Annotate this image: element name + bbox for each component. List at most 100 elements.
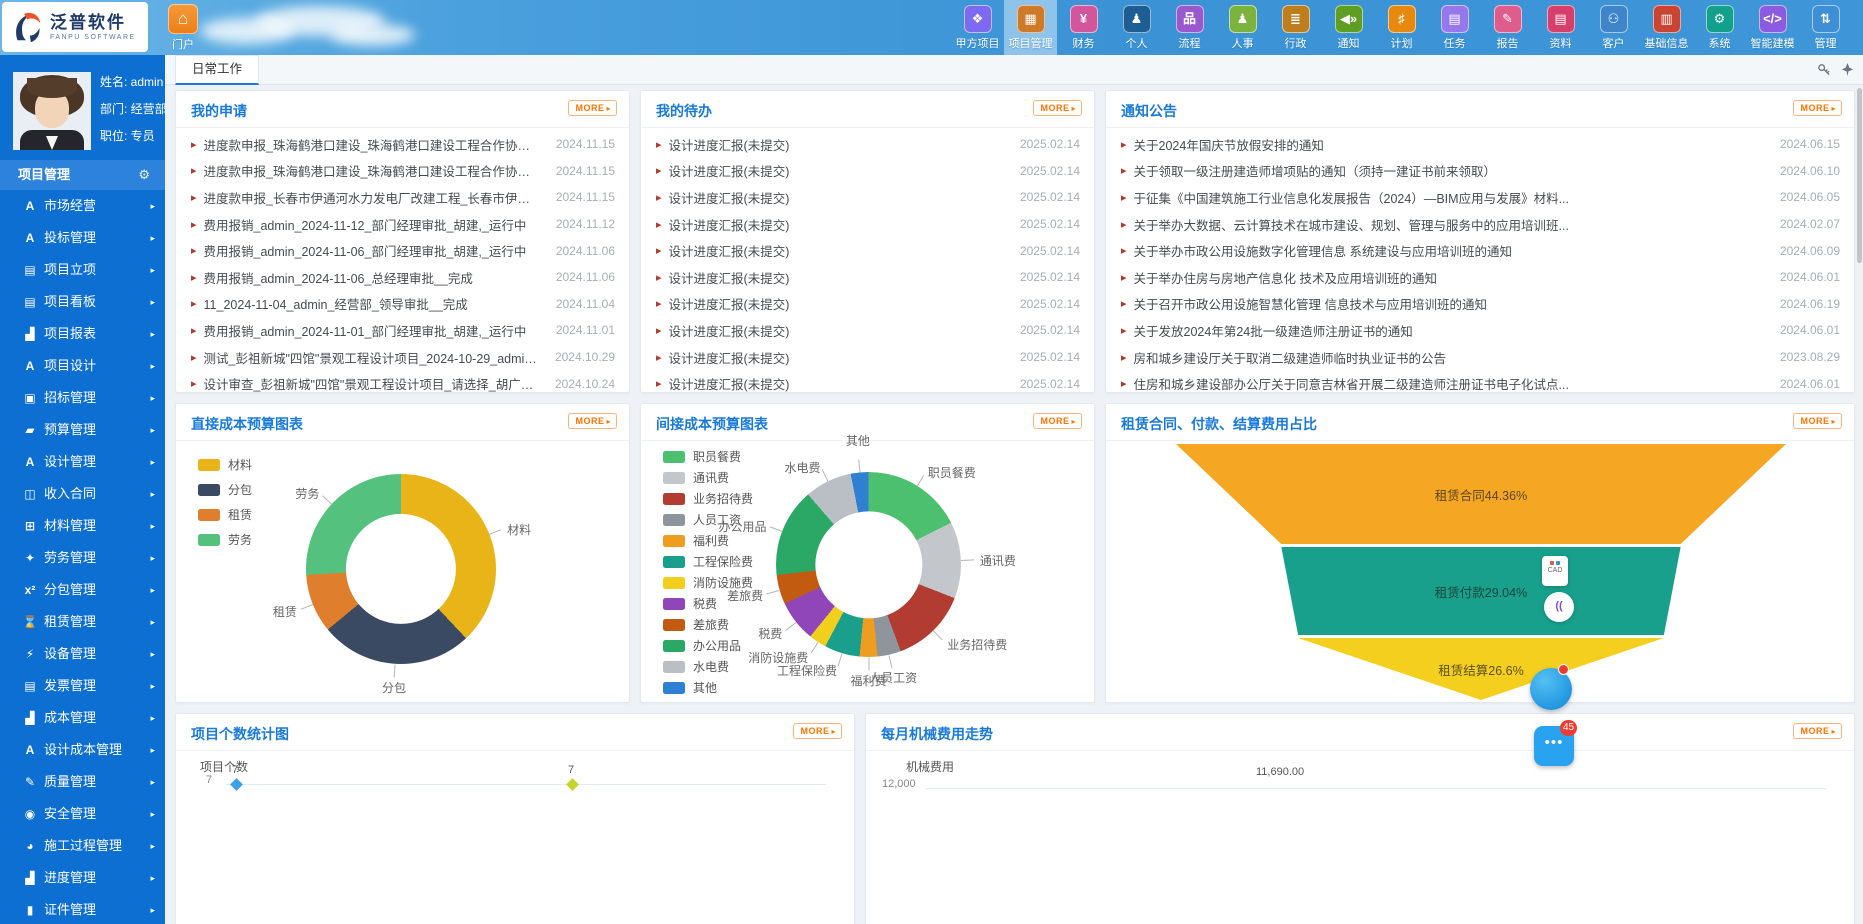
legend-item[interactable]: 水电费 [663, 656, 753, 677]
top-menu-item-人事[interactable]: ♟人事 [1216, 0, 1269, 55]
list-item[interactable]: ▸房和城乡建设厅关于取消二级建造师临时执业证书的公告2023.08.29 [1121, 344, 1840, 371]
list-item[interactable]: ▸于征集《中国建筑施工行业信息化发展报告（2024）—BIM应用与发展》材料..… [1121, 184, 1840, 211]
avatar[interactable] [13, 72, 91, 150]
list-item[interactable]: ▸设计进度汇报(未提交)2025.02.14 [656, 344, 1080, 371]
list-item[interactable]: ▸设计进度汇报(未提交)2025.02.14 [656, 264, 1080, 291]
indirect-cost-donut-chart[interactable]: 职员餐费通讯费业务招待费人员工资福利费工程保险费消防设施费税费差旅费办公用品水电… [776, 472, 961, 657]
pin-icon[interactable] [1840, 62, 1855, 77]
list-item[interactable]: ▸费用报销_admin_2024-11-12_部门经理审批_胡建,_运行中202… [191, 211, 615, 238]
assistant-widget[interactable]: (( [1544, 592, 1574, 622]
sidebar-item-收入合同[interactable]: ◫收入合同▸ [0, 478, 165, 510]
top-menu-item-报告[interactable]: ✎报告 [1481, 0, 1534, 55]
legend-item[interactable]: 租赁 [198, 502, 252, 527]
sidebar-item-项目看板[interactable]: ▤项目看板▸ [0, 286, 165, 318]
sidebar-item-材料管理[interactable]: ⊞材料管理▸ [0, 510, 165, 542]
data-point-marker[interactable] [230, 778, 243, 791]
list-item[interactable]: ▸测试_彭祖新城"四馆"景观工程设计项目_2024-10-29_admin_结束… [191, 344, 615, 371]
top-menu-item-财务[interactable]: ¥财务 [1057, 0, 1110, 55]
sidebar-item-市场经营[interactable]: A市场经营▸ [0, 190, 165, 222]
list-item[interactable]: ▸设计进度汇报(未提交)2025.02.14 [656, 370, 1080, 397]
top-menu-item-计划[interactable]: ♯计划 [1375, 0, 1428, 55]
sidebar-item-发票管理[interactable]: ▤发票管理▸ [0, 670, 165, 702]
scrollbar[interactable] [1856, 85, 1863, 924]
list-item[interactable]: ▸设计进度汇报(未提交)2025.02.14 [656, 184, 1080, 211]
more-button[interactable]: MORE [1793, 413, 1842, 429]
top-menu-item-通知[interactable]: ◀»通知 [1322, 0, 1375, 55]
top-menu-item-行政[interactable]: ≣行政 [1269, 0, 1322, 55]
more-button[interactable]: MORE [1033, 413, 1082, 429]
list-item[interactable]: ▸设计进度汇报(未提交)2025.02.14 [656, 237, 1080, 264]
key-icon[interactable] [1817, 62, 1832, 77]
list-item[interactable]: ▸费用报销_admin_2024-11-06_部门经理审批_胡建,_运行中202… [191, 237, 615, 264]
sidebar-item-安全管理[interactable]: ◉安全管理▸ [0, 798, 165, 830]
rental-funnel-chart[interactable]: 租赁合同44.36%租赁付款29.04%租赁结算26.6% [1176, 444, 1786, 700]
top-menu-item-甲方项目[interactable]: ❖甲方项目 [951, 0, 1004, 55]
funnel-stage-租赁结算[interactable]: 租赁结算26.6% [1176, 638, 1786, 700]
list-item[interactable]: ▸关于2024年国庆节放假安排的通知2024.06.15 [1121, 131, 1840, 158]
legend-item[interactable]: 业务招待费 [663, 488, 753, 509]
sidebar-item-施工过程管理[interactable]: ◕施工过程管理▸ [0, 830, 165, 862]
sidebar-item-租赁管理[interactable]: ⌛租赁管理▸ [0, 606, 165, 638]
legend-item[interactable]: 差旅费 [663, 614, 753, 635]
direct-cost-donut-chart[interactable]: 材料分包租赁劳务 [306, 474, 496, 664]
top-menu-item-流程[interactable]: 品流程 [1163, 0, 1216, 55]
sidebar-item-设计管理[interactable]: A设计管理▸ [0, 446, 165, 478]
funnel-stage-租赁合同[interactable]: 租赁合同44.36% [1176, 444, 1786, 544]
legend-item[interactable]: 其他 [663, 677, 753, 698]
list-item[interactable]: ▸住房和城乡建设部办公厅关于同意吉林省开展二级建造师注册证书电子化试点...20… [1121, 370, 1840, 397]
sidebar-item-证件管理[interactable]: ▮证件管理▸ [0, 894, 165, 924]
more-button[interactable]: MORE [1793, 100, 1842, 116]
list-item[interactable]: ▸关于召开市政公用设施智慧化管理 信息技术与应用培训班的通知2024.06.19 [1121, 291, 1840, 318]
sidebar-item-项目立项[interactable]: ▤项目立项▸ [0, 254, 165, 286]
sidebar-item-分包管理[interactable]: x²分包管理▸ [0, 574, 165, 606]
top-menu-item-项目管理[interactable]: ▦项目管理 [1004, 0, 1057, 55]
tab-daily-work[interactable]: 日常工作 [175, 55, 259, 85]
sidebar-item-质量管理[interactable]: ✎质量管理▸ [0, 766, 165, 798]
legend-item[interactable]: 工程保险费 [663, 551, 753, 572]
sidebar-item-进度管理[interactable]: ▟进度管理▸ [0, 862, 165, 894]
top-menu-item-系统[interactable]: ⚙系统 [1693, 0, 1746, 55]
sidebar-item-投标管理[interactable]: A投标管理▸ [0, 222, 165, 254]
legend-item[interactable]: 劳务 [198, 527, 252, 552]
list-item[interactable]: ▸11_2024-11-04_admin_经营部_领导审批__完成2024.11… [191, 291, 615, 318]
legend-item[interactable]: 材料 [198, 452, 252, 477]
list-item[interactable]: ▸关于举办住房与房地产信息化 技术及应用培训班的通知2024.06.01 [1121, 264, 1840, 291]
list-item[interactable]: ▸设计进度汇报(未提交)2025.02.14 [656, 131, 1080, 158]
list-item[interactable]: ▸设计进度汇报(未提交)2025.02.14 [656, 158, 1080, 185]
list-item[interactable]: ▸设计审查_彭祖新城"四馆"景观工程设计项目_请选择_胡广生_2024-10-2… [191, 370, 615, 397]
top-menu-item-基础信息[interactable]: ▥基础信息 [1640, 0, 1693, 55]
funnel-stage-租赁付款[interactable]: 租赁付款29.04% [1176, 547, 1786, 635]
list-item[interactable]: ▸费用报销_admin_2024-11-01_部门经理审批_胡建,_运行中202… [191, 317, 615, 344]
sidebar-item-项目报表[interactable]: ▟项目报表▸ [0, 318, 165, 350]
data-point-marker[interactable] [566, 778, 579, 791]
legend-item[interactable]: 职员餐费 [663, 446, 753, 467]
sidebar-item-设备管理[interactable]: ⚡设备管理▸ [0, 638, 165, 670]
list-item[interactable]: ▸进度款申报_珠海鹤港口建设_珠海鹤港口建设工程合作协议书_admin_...2… [191, 158, 615, 185]
sidebar-item-劳务管理[interactable]: ✦劳务管理▸ [0, 542, 165, 574]
list-item[interactable]: ▸设计进度汇报(未提交)2025.02.14 [656, 291, 1080, 318]
list-item[interactable]: ▸费用报销_admin_2024-11-06_总经理审批__完成2024.11.… [191, 264, 615, 291]
list-item[interactable]: ▸设计进度汇报(未提交)2025.02.14 [656, 317, 1080, 344]
sidebar-item-项目设计[interactable]: A项目设计▸ [0, 350, 165, 382]
more-button[interactable]: MORE [568, 100, 617, 116]
legend-item[interactable]: 通讯费 [663, 467, 753, 488]
top-menu-item-管理[interactable]: ⇅管理 [1799, 0, 1852, 55]
top-menu-item-客户[interactable]: ⚇客户 [1587, 0, 1640, 55]
more-button[interactable]: MORE [1033, 100, 1082, 116]
more-button[interactable]: MORE [793, 723, 842, 739]
list-item[interactable]: ▸关于领取一级注册建造师增项贴的通知（须持一建证书前来领取）2024.06.10 [1121, 158, 1840, 185]
top-menu-item-个人[interactable]: ♟个人 [1110, 0, 1163, 55]
sidebar-section-project-mgmt[interactable]: 项目管理 ⚙ [0, 160, 165, 190]
sidebar-item-设计成本管理[interactable]: A设计成本管理▸ [0, 734, 165, 766]
list-item[interactable]: ▸关于发放2024年第24批一级建造师注册证书的通知2024.06.01 [1121, 317, 1840, 344]
legend-item[interactable]: 分包 [198, 477, 252, 502]
more-button[interactable]: MORE [1793, 723, 1842, 739]
list-item[interactable]: ▸设计进度汇报(未提交)2025.02.14 [656, 211, 1080, 238]
sidebar-item-预算管理[interactable]: ▰预算管理▸ [0, 414, 165, 446]
list-item[interactable]: ▸进度款申报_珠海鹤港口建设_珠海鹤港口建设工程合作协议书_admin_...2… [191, 131, 615, 158]
sidebar-item-招标管理[interactable]: ▣招标管理▸ [0, 382, 165, 414]
gear-icon[interactable]: ⚙ [138, 160, 150, 190]
more-button[interactable]: MORE [568, 413, 617, 429]
top-menu-item-资料[interactable]: ▤资料 [1534, 0, 1587, 55]
legend-item[interactable]: 办公用品 [663, 635, 753, 656]
